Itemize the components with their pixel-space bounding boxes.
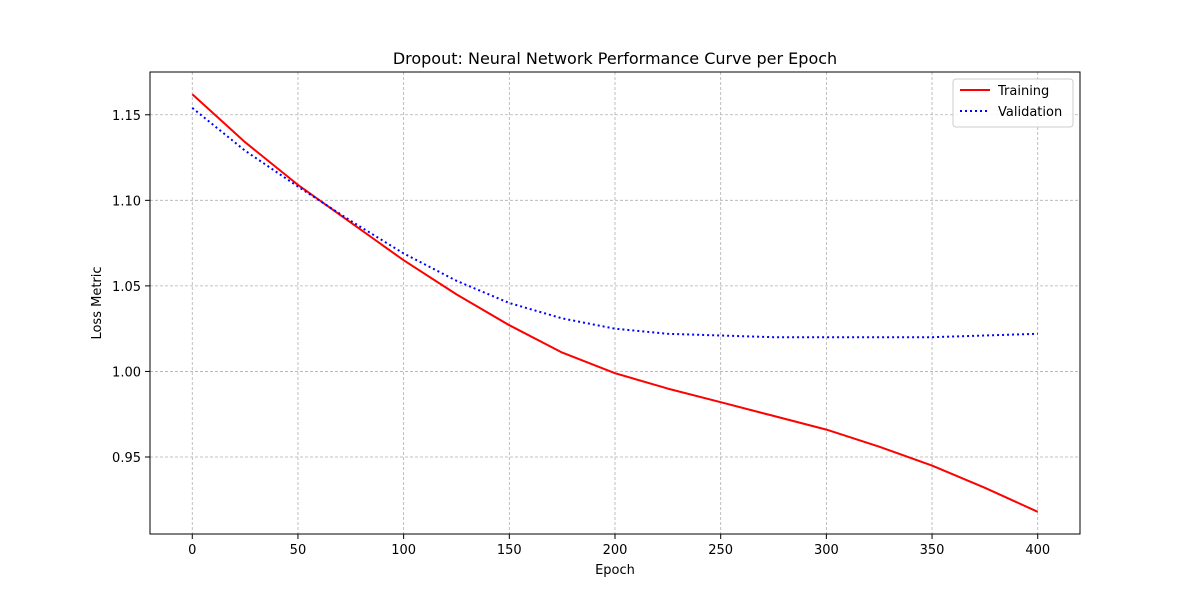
x-tick-label: 300 [814,543,839,558]
y-tick-label: 0.95 [112,451,141,466]
x-tick-label: 150 [497,543,522,558]
y-tick-label: 1.05 [112,280,141,295]
x-axis-ticks: 0 50 100 150 200 250 300 350 400 [188,534,1050,558]
series-lines [191,93,1039,513]
y-axis-label: Loss Metric [90,266,105,339]
x-tick-label: 350 [920,543,945,558]
x-tick-label: 200 [603,543,628,558]
legend: Training Validation [952,78,1074,128]
x-axis-label: Epoch [595,563,635,578]
x-tick-label: 100 [391,543,416,558]
legend-label-training: Training [997,84,1049,99]
grid-lines [150,72,1080,534]
series-line-training [191,93,1039,513]
y-axis-ticks: 0.95 1.00 1.05 1.10 1.15 [112,109,150,466]
chart-title: Dropout: Neural Network Performance Curv… [393,49,837,68]
x-tick-label: 50 [290,543,307,558]
x-tick-label: 400 [1025,543,1050,558]
y-tick-label: 1.15 [112,109,141,124]
x-tick-label: 250 [708,543,733,558]
legend-label-validation: Validation [998,105,1062,120]
y-tick-label: 1.00 [112,365,141,380]
x-tick-label: 0 [188,543,196,558]
y-tick-label: 1.10 [112,194,141,209]
